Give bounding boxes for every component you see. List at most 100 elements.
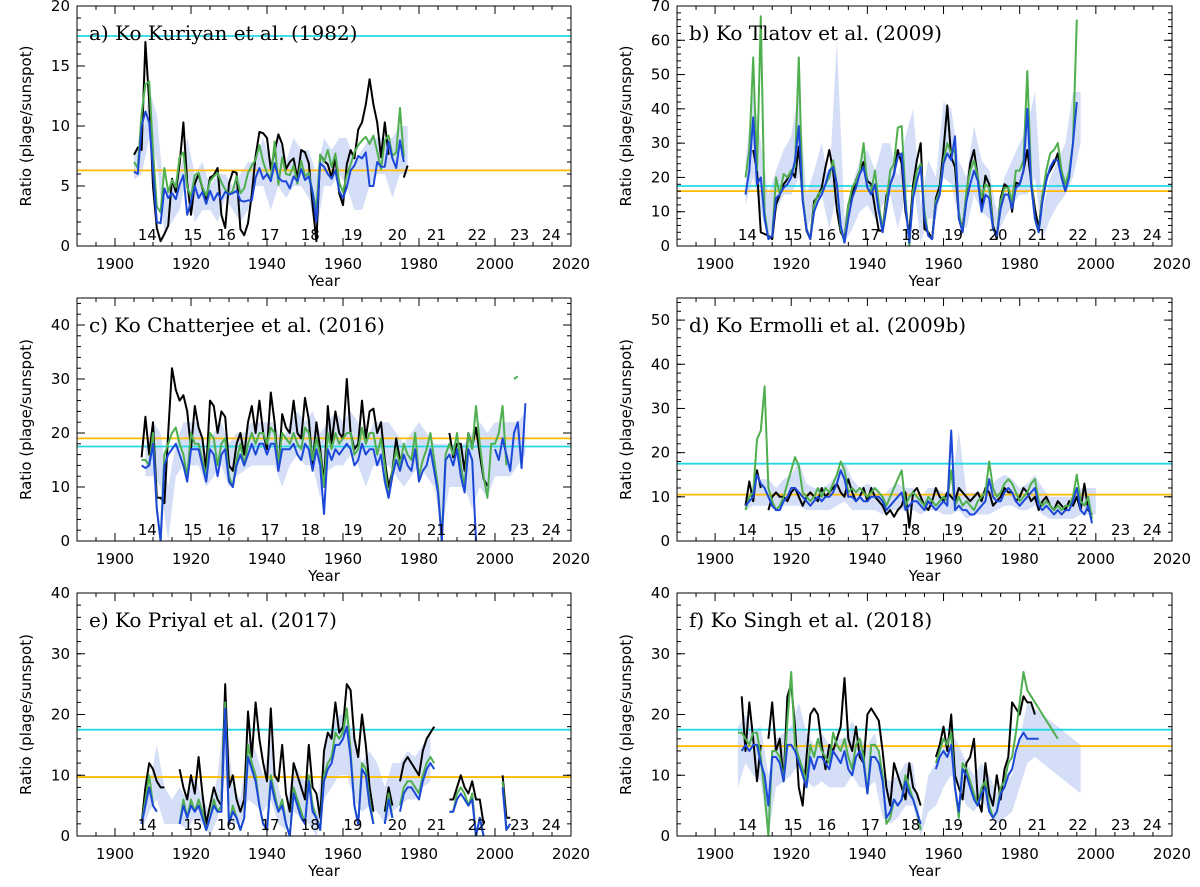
y-tick-label: 30 xyxy=(651,645,670,663)
y-tick-label: 40 xyxy=(651,584,670,602)
x-tick-label: 2020 xyxy=(552,255,590,273)
cycle-label: 23 xyxy=(1111,521,1130,539)
x-tick-label: 2000 xyxy=(476,255,514,273)
y-tick-label: 0 xyxy=(660,827,670,845)
x-tick-label: 1980 xyxy=(1001,550,1039,568)
cycle-label: 14 xyxy=(738,226,757,244)
x-tick-label: 1980 xyxy=(400,550,438,568)
x-tick-label: 1920 xyxy=(172,550,210,568)
x-axis-label: Year xyxy=(908,272,942,290)
cycle-label: 24 xyxy=(1143,521,1162,539)
cycle-label: 24 xyxy=(1143,816,1162,834)
cycle-label: 17 xyxy=(861,521,880,539)
cycle-label: 20 xyxy=(988,521,1007,539)
y-tick-label: 0 xyxy=(660,237,670,255)
cycle-label: 17 xyxy=(861,816,880,834)
y-tick-label: 30 xyxy=(651,134,670,152)
x-tick-label: 2020 xyxy=(552,845,590,863)
panel-title: b) Ko Tlatov et al. (2009) xyxy=(689,21,942,45)
y-tick-label: 10 xyxy=(51,117,70,135)
series-line-black xyxy=(140,683,511,825)
plot-area xyxy=(77,35,571,243)
cycle-label: 23 xyxy=(510,816,529,834)
cycle-label: 22 xyxy=(468,816,487,834)
y-tick-label: 40 xyxy=(51,584,70,602)
panel-d: 1900 1920 1940 1960 1980 2000 2020010203040501… xyxy=(617,297,1191,585)
y-tick-label: 10 xyxy=(651,203,670,221)
x-tick-label: 2020 xyxy=(1153,255,1191,273)
y-tick-label: 40 xyxy=(651,355,670,373)
cycle-label: 18 xyxy=(301,816,320,834)
y-tick-label: 0 xyxy=(660,532,670,550)
cycle-label: 22 xyxy=(1068,226,1087,244)
cycle-label: 22 xyxy=(1068,816,1087,834)
cycle-label: 15 xyxy=(183,226,202,244)
cycle-label: 21 xyxy=(427,816,446,834)
cycle-label: 21 xyxy=(1028,521,1047,539)
cycle-label: 14 xyxy=(738,816,757,834)
cycle-label: 20 xyxy=(988,226,1007,244)
cycle-label: 22 xyxy=(468,226,487,244)
x-tick-label: 2000 xyxy=(476,550,514,568)
series-line-green xyxy=(744,385,1093,520)
cycle-label: 23 xyxy=(1111,816,1130,834)
cycle-label: 21 xyxy=(427,521,446,539)
y-tick-label: 20 xyxy=(51,424,70,442)
cycle-label: 20 xyxy=(988,816,1007,834)
panel-title: e) Ko Priyal et al. (2017) xyxy=(89,608,337,632)
cycle-label: 24 xyxy=(542,521,561,539)
y-tick-label: 50 xyxy=(651,311,670,329)
x-tick-label: 1900 xyxy=(96,550,134,568)
cycle-label: 23 xyxy=(510,521,529,539)
y-tick-label: 60 xyxy=(651,31,670,49)
y-axis-label: Ratio (plage/sunspot) xyxy=(17,339,35,500)
cycle-label: 17 xyxy=(260,226,279,244)
cycle-label: 16 xyxy=(817,226,836,244)
cycle-label: 17 xyxy=(260,521,279,539)
cycle-label: 14 xyxy=(138,226,157,244)
cycle-label: 19 xyxy=(343,816,362,834)
plot-area xyxy=(77,683,571,836)
y-axis-label: Ratio (plage/sunspot) xyxy=(617,46,635,207)
cycle-label: 23 xyxy=(510,226,529,244)
y-tick-label: 30 xyxy=(51,645,70,663)
cycle-label: 16 xyxy=(217,226,236,244)
x-tick-label: 1960 xyxy=(924,845,962,863)
x-tick-label: 1920 xyxy=(772,255,810,273)
series-line-blue xyxy=(744,101,1078,244)
x-tick-label: 1900 xyxy=(96,845,134,863)
series-line-blue xyxy=(140,707,512,836)
cycle-label: 15 xyxy=(183,816,202,834)
cycle-label: 18 xyxy=(301,521,320,539)
cycle-label: 19 xyxy=(343,226,362,244)
cycle-label: 24 xyxy=(1143,226,1162,244)
x-tick-label: 2020 xyxy=(1153,550,1191,568)
plot-area xyxy=(77,298,571,541)
y-tick-label: 70 xyxy=(651,0,670,15)
cycle-label: 18 xyxy=(901,816,920,834)
x-tick-label: 1940 xyxy=(248,845,286,863)
x-tick-label: 1980 xyxy=(1001,255,1039,273)
cycle-label: 17 xyxy=(861,226,880,244)
uncertainty-band xyxy=(745,430,1096,519)
x-tick-label: 1900 xyxy=(696,550,734,568)
x-tick-label: 1960 xyxy=(924,550,962,568)
cycle-label: 14 xyxy=(138,816,157,834)
panel-title: c) Ko Chatterjee et al. (2016) xyxy=(89,313,385,337)
y-tick-label: 20 xyxy=(51,0,70,15)
cycle-label: 16 xyxy=(217,816,236,834)
x-tick-label: 1940 xyxy=(248,255,286,273)
x-tick-label: 1960 xyxy=(324,255,362,273)
x-tick-label: 1980 xyxy=(400,255,438,273)
cycle-label: 15 xyxy=(784,521,803,539)
x-tick-label: 1900 xyxy=(696,255,734,273)
cycle-label: 19 xyxy=(944,226,963,244)
y-tick-label: 10 xyxy=(51,478,70,496)
x-tick-label: 2020 xyxy=(1153,845,1191,863)
y-axis-label: Ratio (plage/sunspot) xyxy=(17,46,35,207)
plot-area xyxy=(677,15,1172,246)
x-tick-label: 1960 xyxy=(324,550,362,568)
cycle-label: 24 xyxy=(542,816,561,834)
